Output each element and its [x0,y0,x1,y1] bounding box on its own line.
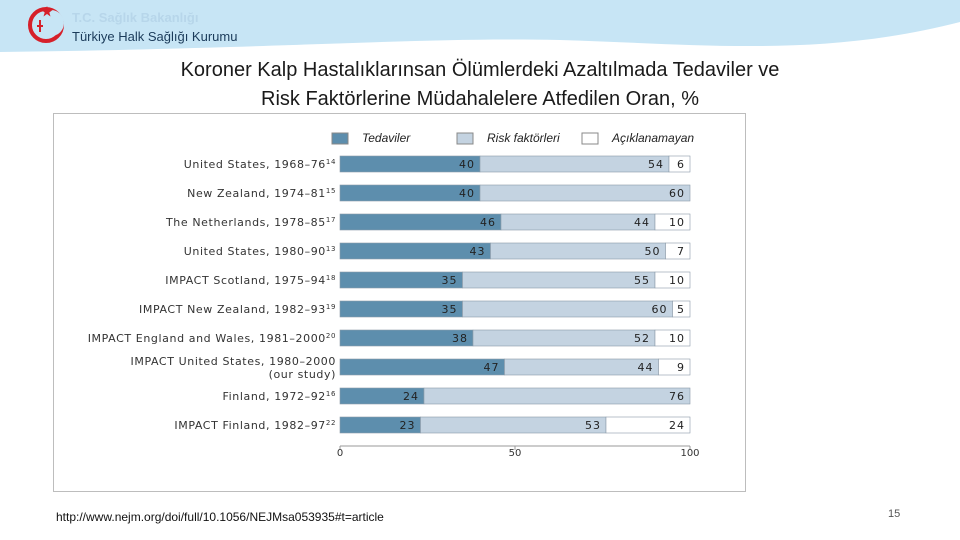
legend-label-0: Tedaviler [362,131,411,145]
bar-value-label: 7 [677,245,685,258]
category-label: United States, 1980–9013 [184,245,336,258]
bar-segment [490,242,666,260]
bar-value-label: 60 [669,187,685,200]
category-label: IMPACT New Zealand, 1982–9319 [139,303,336,316]
bar-value-label: 43 [470,245,486,258]
bar-value-label: 9 [677,361,685,374]
bar-value-label: 10 [669,216,685,229]
category-label: New Zealand, 1974–8115 [187,187,336,200]
bar-value-label: 35 [442,303,458,316]
bar-value-label: 53 [585,419,601,432]
bar-value-label: 23 [400,419,416,432]
bar-value-label: 54 [648,158,664,171]
bar-segment [423,387,691,405]
bar-value-label: 24 [403,390,419,403]
bar-segment [339,242,491,260]
bar-segment [500,213,656,231]
category-label: IMPACT United States, 1980–2000 [131,355,336,368]
bar-value-label: 44 [634,216,650,229]
category-label: IMPACT Finland, 1982–9722 [174,419,336,432]
bar-segment [339,358,505,376]
bar-segment [472,329,656,347]
bar-value-label: 35 [442,274,458,287]
bar-segment [668,155,691,173]
legend-label-2: Açıklanamayan [611,131,694,145]
x-tick-label: 100 [680,448,699,459]
category-label: Finland, 1972–9216 [223,390,337,403]
bar-value-label: 10 [669,274,685,287]
bar-value-label: 5 [677,303,685,316]
bar-segment [672,300,691,318]
category-label: United States, 1968–7614 [184,158,336,171]
legend-swatch-2 [581,132,599,145]
bar-segment [339,213,502,231]
bar-value-label: 40 [459,187,475,200]
bar-value-label: 6 [677,158,685,171]
legend-swatch-0 [331,132,349,145]
bar-value-label: 76 [669,390,685,403]
category-label: IMPACT England and Wales, 1981–200020 [88,332,336,345]
stacked-bar-chart: Tedaviler Risk faktörleri Açıklanamayan 40 5… [88,131,700,459]
bar-segment [462,271,656,289]
bar-segment [654,213,691,231]
bar-segment [479,155,670,173]
x-tick-label: 50 [509,448,522,459]
page-number: 15 [888,508,901,520]
slide-title-line1: Koroner Kalp Hastalıklarınsan Ölümlerdek… [180,59,780,81]
header-band [0,0,960,52]
x-tick-label: 0 [337,448,343,459]
bar-value-label: 55 [634,274,650,287]
institute-name: Türkiye Halk Sağlığı Kurumu [72,29,238,44]
slide-title-line2: Risk Faktörlerine Müdahalelere Atfedilen… [261,88,699,110]
bar-value-label: 10 [669,332,685,345]
bar-value-label: 44 [638,361,654,374]
ministry-name: T.C. Sağlık Bakanlığı [72,10,199,25]
bar-value-label: 60 [652,303,668,316]
header-band-light [0,0,960,52]
bar-value-label: 47 [484,361,500,374]
slide-title: Koroner Kalp Hastalıklarınsan Ölümlerdek… [60,56,900,114]
bar-value-label: 24 [669,419,685,432]
bar-segment [605,416,691,434]
bar-segment [665,242,691,260]
bar-segment [504,358,659,376]
legend-label-1: Risk faktörleri [487,131,560,145]
bar-segment [479,184,691,202]
bar-value-label: 50 [645,245,661,258]
bar-value-label: 46 [480,216,496,229]
category-label: The Netherlands, 1978–8517 [165,216,336,229]
bar-segment [462,300,673,318]
bar-value-label: 40 [459,158,475,171]
legend-swatch-1 [456,132,474,145]
bar-segment [654,271,691,289]
bar-segment [658,358,691,376]
bar-value-label: 52 [634,332,650,345]
source-url[interactable]: http://www.nejm.org/doi/full/10.1056/NEJ… [56,510,384,524]
category-label: (our study) [269,368,336,381]
ministry-logo-icon [28,6,64,43]
bar-segment [420,416,607,434]
bar-segment [654,329,691,347]
bar-value-label: 38 [452,332,468,345]
category-label: IMPACT Scotland, 1975–9418 [165,274,336,287]
